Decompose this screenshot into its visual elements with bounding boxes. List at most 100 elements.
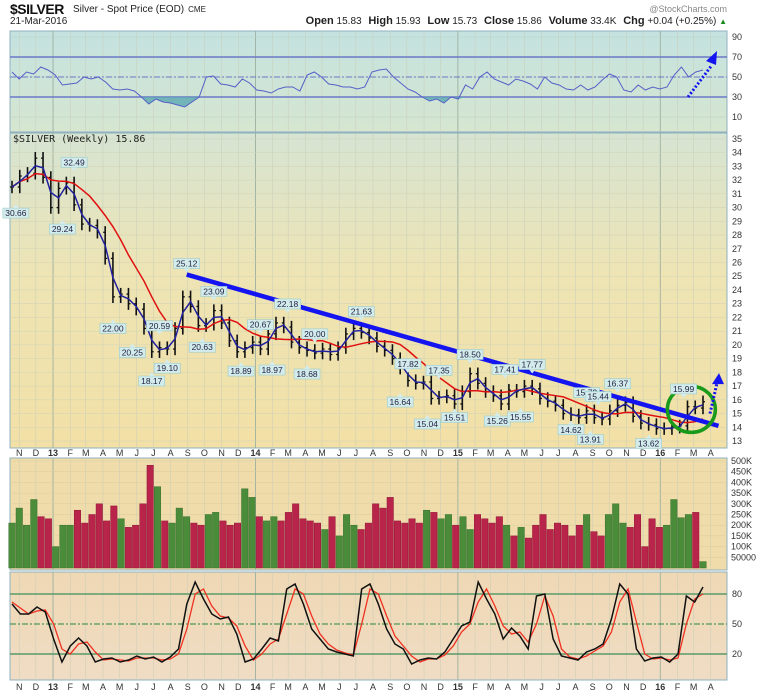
stoch-x-tick-label: O [403, 682, 410, 692]
volume-bar [153, 486, 161, 569]
annotation-pointer [595, 401, 602, 406]
price-x-tick-label: N [218, 448, 225, 458]
volume-bar [175, 507, 183, 569]
price-x-tick-label: D [33, 448, 40, 458]
long-moving-average-line [11, 172, 704, 424]
volume-bar [146, 465, 154, 569]
price-x-tick-label: M [521, 448, 529, 458]
volume-bar [328, 516, 336, 569]
price-annotation: 13.91 [577, 430, 604, 445]
stoch-x-tick-label: A [168, 682, 174, 692]
rsi-arrow-shaft [686, 64, 714, 98]
stockcharts-logo[interactable]: @StockCharts.com [649, 4, 727, 14]
price-y-tick-label: 20 [732, 340, 742, 350]
volume-bar [517, 527, 525, 569]
price-x-tick-label: M [284, 448, 292, 458]
annotation-label: 22.18 [277, 299, 299, 309]
price-x-tick-label: 15 [453, 448, 463, 458]
volume-y-tick-label: 300K [731, 499, 752, 509]
annotation-pointer [451, 408, 458, 413]
price-x-tick-label: A [302, 448, 308, 458]
annotation-pointer [645, 434, 652, 439]
annotation-pointer [269, 361, 276, 366]
up-triangle-icon: ▲ [719, 17, 727, 26]
annotation-pointer [210, 296, 217, 301]
price-x-tick-label: A [100, 448, 106, 458]
stoch-x-tick-label: N [16, 682, 23, 692]
price-x-tick-label: F [67, 448, 73, 458]
annotation-pointer [109, 319, 116, 324]
price-x-tick-label: J [556, 448, 561, 458]
stoch-x-tick-label: 16 [655, 682, 665, 692]
stoch-x-tick-label: S [185, 682, 191, 692]
volume-bar [655, 527, 663, 569]
stoch-x-tick-label: D [235, 682, 242, 692]
volume-bar [394, 520, 401, 569]
annotation-label: 17.77 [522, 360, 544, 370]
stoch-x-tick-label: M [116, 682, 124, 692]
volume-bar [437, 518, 445, 569]
volume-bar [190, 522, 198, 569]
price-x-tick-label: 16 [655, 448, 665, 458]
price-annotation: 19.10 [153, 359, 181, 374]
price-annotation: 23.09 [200, 286, 228, 301]
annotation-pointer [148, 372, 155, 377]
stoch-x-tick-label: A [302, 682, 308, 692]
stoch-x-tick-label: J [539, 682, 544, 692]
price-y-tick-label: 33 [732, 161, 742, 171]
price-y-tick-label: 16 [732, 395, 742, 405]
volume-bar [277, 520, 285, 569]
volume-bar [284, 512, 292, 569]
rsi-panel [9, 30, 728, 133]
annotation-label: 15.04 [417, 419, 439, 429]
annotation-label: 30.66 [5, 208, 27, 218]
annotation-label: 20.67 [250, 320, 272, 330]
price-y-tick-label: 31 [732, 189, 742, 199]
annotation-label: 21.63 [351, 307, 373, 317]
annotation-label: 16.64 [390, 397, 412, 407]
annotation-label: 15.51 [444, 413, 466, 423]
price-x-tick-label: A [370, 448, 376, 458]
stoch-x-tick-label: D [33, 682, 40, 692]
close-value: 15.86 [516, 16, 542, 27]
annotation-label: 18.89 [230, 366, 252, 376]
volume-bar [524, 537, 532, 569]
price-x-tick-label: J [354, 448, 359, 458]
low-value: 15.73 [452, 16, 478, 27]
volume-bar [117, 518, 125, 569]
volume-bar [604, 514, 612, 569]
price-annotation: 18.89 [227, 362, 255, 377]
stoch-x-tick-label: J [337, 682, 342, 692]
price-annotation: 22.18 [274, 298, 301, 313]
low-label: Low [427, 15, 450, 27]
annotation-label: 23.09 [203, 286, 225, 296]
stoch-x-tick-label: S [387, 682, 393, 692]
volume-bar [430, 512, 438, 569]
price-y-tick-label: 21 [732, 326, 742, 336]
stoch-x-tick-label: 15 [453, 682, 463, 692]
stoch-x-tick-label: F [675, 682, 681, 692]
volume-bar [103, 520, 111, 569]
stoch-x-tick-label: M [318, 682, 326, 692]
volume-bar [684, 514, 692, 569]
volume-bar [110, 505, 118, 569]
volume-bar [197, 524, 205, 569]
price-annotation: 16.37 [604, 378, 631, 393]
price-x-tick-label: N [16, 448, 23, 458]
volume-bar [554, 522, 562, 569]
rsi-y-tick-label: 10 [732, 112, 742, 122]
volume-y-tick-label: 500K [731, 456, 752, 466]
price-annotation: 17.82 [394, 358, 422, 373]
rsi-oversold-fill [12, 97, 703, 107]
rsi-y-tick-label: 30 [732, 92, 742, 102]
annotation-pointer [502, 374, 509, 379]
stoch-x-tick-label: N [421, 682, 428, 692]
price-y-tick-label: 26 [732, 258, 742, 268]
volume-bar [386, 497, 394, 569]
description: Silver - Spot Price (EOD) CME [73, 4, 206, 15]
stoch-y-tick-label: 20 [732, 649, 742, 659]
annotation-label: 19.10 [157, 363, 179, 373]
short-moving-average-line [11, 164, 704, 430]
stoch-x-tick-label: A [100, 682, 106, 692]
stoch-x-tick-label: A [572, 682, 578, 692]
